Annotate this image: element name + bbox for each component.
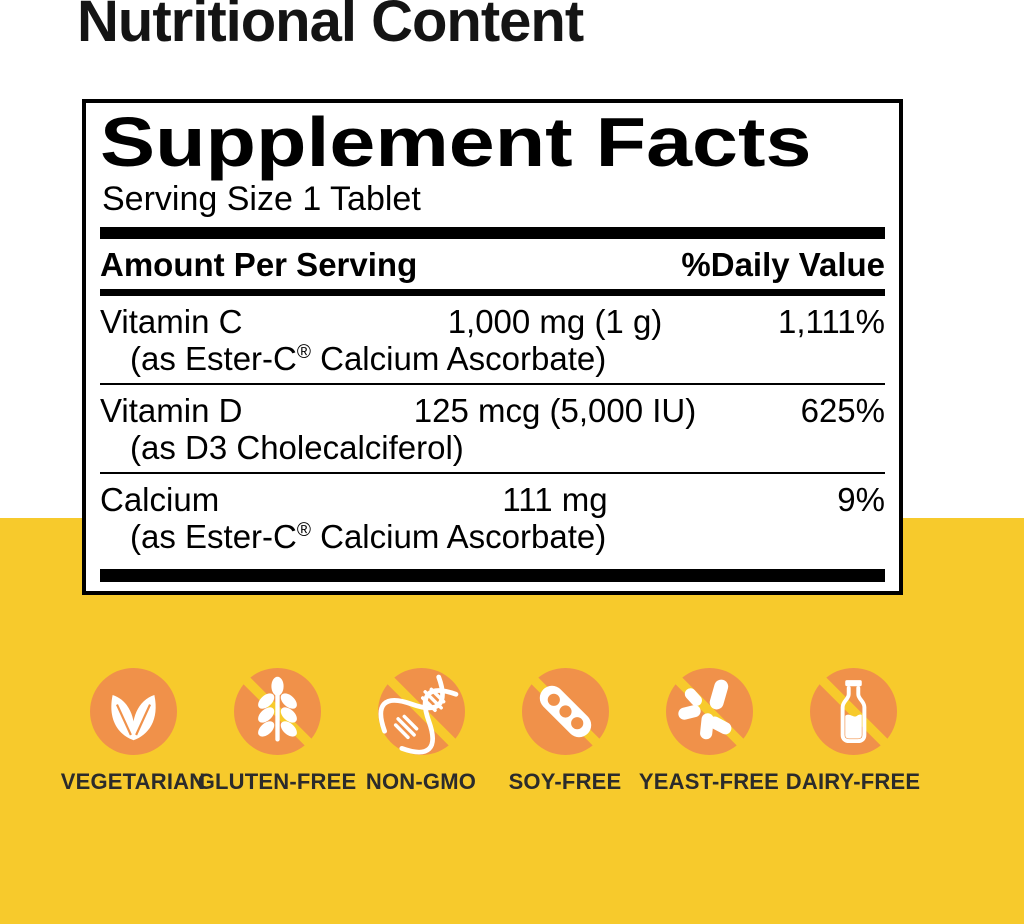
badge-vegetarian: VEGETARIAN xyxy=(61,668,205,795)
badge-label: NON-GMO xyxy=(365,769,477,794)
nutrient-name: Vitamin D xyxy=(100,392,243,429)
badge-label: VEGETARIAN xyxy=(60,769,206,794)
badge-gluten-free: GLUTEN-FREE xyxy=(198,668,356,795)
nutrient-row-vitamin-d: Vitamin D 125 mcg (5,000 IU) 625% (as D3… xyxy=(100,385,885,474)
badge-dairy-free: DAIRY-FREE xyxy=(781,668,925,795)
nutrient-name: Calcium xyxy=(100,481,220,518)
supplement-facts-panel: Supplement Facts Serving Size 1 Tablet A… xyxy=(82,99,903,595)
badge-label: SOY-FREE xyxy=(508,769,622,794)
nutrient-amount: 111 mg xyxy=(502,481,608,518)
amount-per-serving-header: Amount Per Serving xyxy=(100,246,418,283)
nutrient-source: (as Ester-C® Calcium Ascorbate) xyxy=(130,340,607,377)
thick-divider-top xyxy=(100,227,885,239)
nutrient-row-main: Calcium 111 mg 9% xyxy=(100,481,885,519)
nutrient-name: Vitamin C xyxy=(100,303,243,340)
serving-size-text: Serving Size 1 Tablet xyxy=(102,180,421,218)
nutrient-daily-value: 9% xyxy=(837,481,885,518)
wheat-icon xyxy=(233,668,321,755)
nutrient-row-main: Vitamin D 125 mcg (5,000 IU) 625% xyxy=(100,392,885,430)
nutrient-source: (as D3 Cholecalciferol) xyxy=(130,429,464,466)
table-header-row: Amount Per Serving %Daily Value xyxy=(100,246,885,283)
dietary-badges-row: VEGETARIAN GLUTEN-FREE xyxy=(61,668,925,795)
milk-bottle-icon xyxy=(809,668,897,755)
nutrient-row-calcium: Calcium 111 mg 9% (as Ester-C® Calcium A… xyxy=(100,474,885,561)
nutrient-amount: 1,000 mg (1 g) xyxy=(447,303,663,340)
daily-value-header: %Daily Value xyxy=(681,246,885,283)
badge-label: YEAST-FREE xyxy=(638,769,780,794)
nutrient-amount: 125 mcg (5,000 IU) xyxy=(413,392,697,429)
badge-non-gmo: NON-GMO xyxy=(349,668,493,795)
supplement-facts-title: Supplement Facts xyxy=(100,103,812,181)
thick-divider-bottom xyxy=(100,569,885,582)
nutrient-row-vitamin-c: Vitamin C 1,000 mg (1 g) 1,111% (as Este… xyxy=(100,296,885,385)
badge-yeast-free: YEAST-FREE xyxy=(637,668,781,795)
badge-label: DAIRY-FREE xyxy=(785,769,921,794)
soy-pod-icon xyxy=(521,668,609,755)
dna-icon xyxy=(377,668,465,755)
nutrient-daily-value: 1,111% xyxy=(777,303,885,340)
leaves-icon xyxy=(89,668,177,755)
medium-divider xyxy=(100,289,885,296)
badge-soy-free: SOY-FREE xyxy=(493,668,637,795)
nutrient-source: (as Ester-C® Calcium Ascorbate) xyxy=(130,518,607,555)
page-title: Nutritional Content xyxy=(77,0,584,54)
nutrient-daily-value: 625% xyxy=(800,392,885,429)
yeast-cells-icon xyxy=(665,668,753,755)
badge-label: GLUTEN-FREE xyxy=(197,769,357,794)
nutrient-row-main: Vitamin C 1,000 mg (1 g) 1,111% xyxy=(100,303,885,341)
